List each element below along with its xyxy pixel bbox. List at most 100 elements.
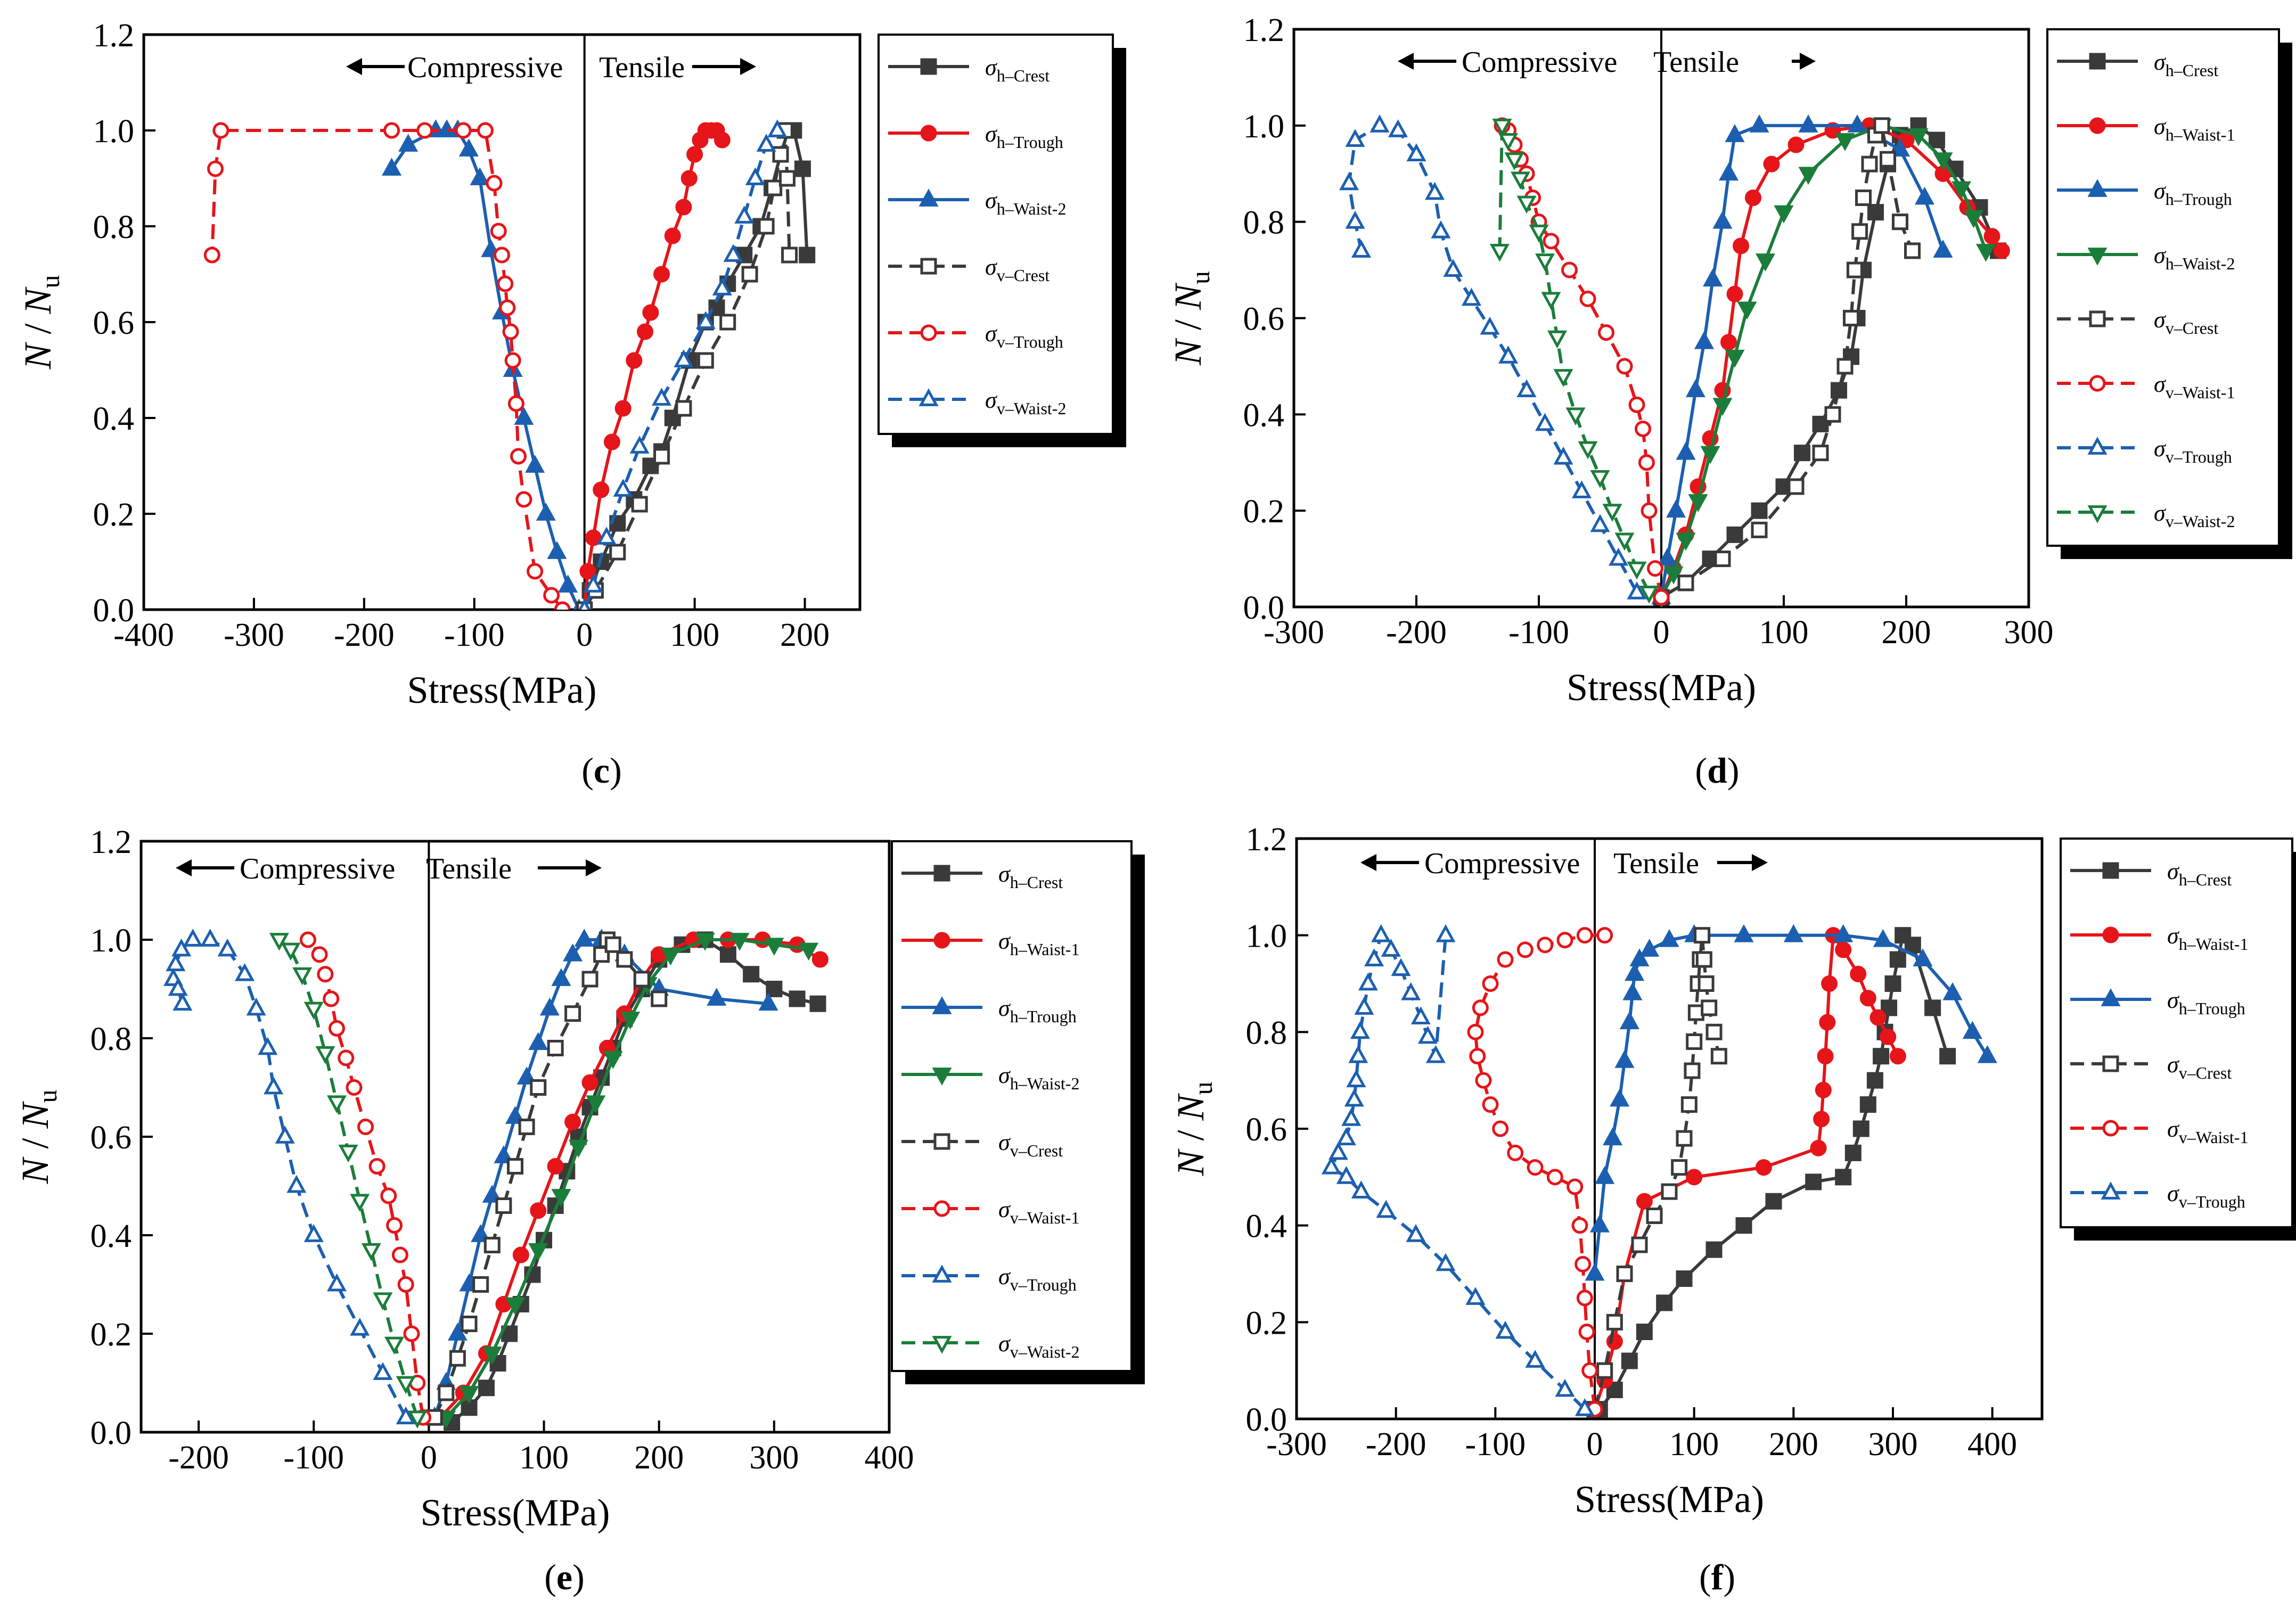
data-point — [1977, 1045, 1997, 1063]
data-point — [1787, 478, 1805, 495]
data-point — [554, 601, 571, 610]
data-point — [497, 275, 514, 292]
data-point — [1787, 136, 1805, 153]
data-point — [664, 227, 681, 244]
legend-item: σv–Waist-1 — [2057, 371, 2235, 402]
data-point — [772, 146, 789, 163]
data-point — [1638, 454, 1655, 471]
y-tick-label: 1.0 — [1243, 109, 1285, 145]
data-point — [1859, 1096, 1876, 1113]
data-point — [326, 1095, 347, 1114]
series-line — [1660, 124, 1914, 599]
data-point — [736, 247, 753, 264]
y-label-slash: / — [17, 314, 59, 343]
data-point — [470, 167, 490, 185]
data-point — [1436, 1253, 1456, 1271]
y-tick-label: 0.2 — [93, 497, 135, 533]
legend-marker — [920, 125, 937, 142]
data-point — [1783, 924, 1803, 942]
y-tick-label: 1.2 — [93, 18, 135, 54]
x-tick-label: -400 — [113, 617, 174, 653]
legend-marker — [932, 1265, 952, 1283]
y-label-numerator: N — [1167, 338, 1209, 366]
legend-label: σh–Waist-2 — [998, 1062, 1079, 1093]
legend-sigma: σ — [985, 187, 998, 214]
data-point — [515, 491, 532, 508]
panel-label: (f) — [1699, 1557, 1735, 1597]
data-point — [1602, 504, 1622, 522]
panel-paren-open: ( — [544, 1557, 556, 1597]
legend-item: σv–Trough — [2070, 1180, 2245, 1211]
legend-subscript: v–Crest — [997, 266, 1050, 285]
data-point — [1666, 499, 1686, 518]
legend-label: σv–Waist-2 — [2154, 500, 2235, 531]
data-point — [1812, 445, 1829, 462]
data-point — [1467, 1023, 1484, 1040]
data-point — [603, 1051, 623, 1069]
arrow-right-head — [1800, 53, 1816, 70]
data-point — [629, 436, 650, 454]
series-h-waist-2 — [382, 119, 585, 610]
data-point — [1710, 1048, 1727, 1065]
legend-marker — [933, 1133, 950, 1150]
legend-label: σv–Trough — [2154, 436, 2232, 466]
data-point — [1884, 975, 1901, 992]
data-point — [1663, 566, 1684, 585]
y-label-denominator: N — [1167, 282, 1209, 310]
data-point — [609, 544, 626, 561]
data-point — [490, 223, 507, 240]
compressive-label: Compressive — [407, 51, 563, 84]
data-point — [1370, 114, 1390, 133]
data-point — [1850, 965, 1867, 982]
data-point — [1606, 1313, 1623, 1331]
data-point — [1855, 189, 1872, 206]
data-point — [1889, 951, 1906, 968]
data-point — [1963, 210, 1984, 228]
data-point — [1983, 228, 2000, 245]
data-point — [1833, 924, 1854, 942]
data-point — [1751, 521, 1768, 538]
series-layer — [1321, 924, 1997, 1418]
data-point — [1712, 210, 1733, 229]
data-point — [530, 1079, 547, 1096]
data-point — [1694, 927, 1711, 944]
legend-subscript: v–Crest — [1010, 1141, 1063, 1160]
data-point — [1472, 999, 1489, 1016]
data-point — [1880, 151, 1896, 168]
series-v-trough — [203, 122, 571, 610]
data-point — [494, 247, 510, 264]
y-tick-label: 0.8 — [91, 1021, 132, 1057]
data-point — [1628, 396, 1645, 413]
legend-subscript: v–Trough — [1010, 1275, 1077, 1294]
data-point — [477, 122, 494, 139]
legend-sigma: σ — [998, 1062, 1011, 1088]
legend-subscript: h–Crest — [997, 66, 1050, 85]
data-point — [1561, 261, 1578, 278]
data-point — [1866, 1072, 1883, 1089]
x-tick-label: -200 — [1386, 614, 1447, 651]
data-point — [1714, 551, 1731, 568]
y-label-denominator: N — [14, 1101, 56, 1129]
legend-item: σv–Trough — [888, 321, 1063, 351]
data-point — [1676, 1130, 1693, 1147]
data-point — [1695, 951, 1712, 968]
data-point — [217, 938, 237, 957]
data-point — [1639, 939, 1660, 957]
legend-marker — [920, 58, 937, 75]
legend-item: σv–Waist-1 — [901, 1196, 1079, 1227]
data-point — [695, 311, 716, 329]
legend-marker — [2089, 375, 2106, 392]
data-point — [586, 1095, 606, 1114]
legend-subscript: h–Waist-2 — [997, 199, 1067, 218]
data-point — [811, 951, 829, 968]
data-point — [719, 946, 736, 963]
data-point — [173, 992, 193, 1011]
data-point — [1881, 999, 1898, 1016]
data-point — [1755, 1159, 1772, 1176]
data-point — [1388, 119, 1408, 137]
x-tick-label: 400 — [1967, 1426, 2017, 1463]
data-point — [1639, 585, 1659, 604]
y-tick-label: 0.4 — [91, 1218, 132, 1254]
data-point — [653, 448, 670, 465]
data-point — [512, 1246, 529, 1263]
